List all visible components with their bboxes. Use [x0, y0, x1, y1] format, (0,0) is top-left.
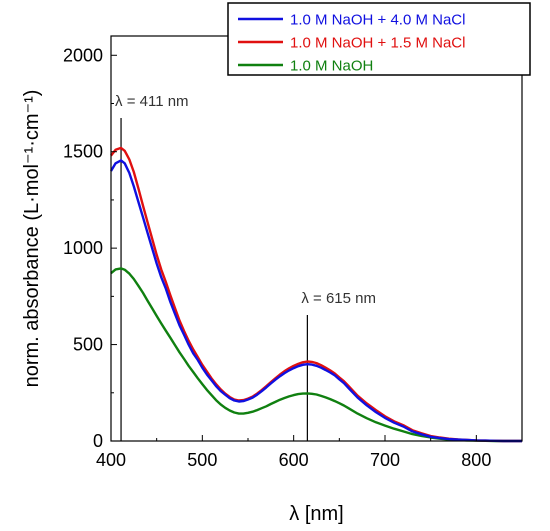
- x-tick-label: 600: [279, 450, 309, 470]
- y-tick-label: 2000: [63, 45, 103, 65]
- y-tick-label: 1000: [63, 238, 103, 258]
- series-line: [110, 267, 522, 443]
- x-axis-label: λ [nm]: [289, 503, 343, 525]
- legend-label: 1.0 M NaOH + 1.5 M NaCl: [290, 35, 465, 52]
- x-tick-label: 500: [187, 450, 217, 470]
- y-tick-label: 0: [93, 431, 103, 451]
- annotation-label: λ = 411 nm: [115, 93, 189, 110]
- y-axis-label: norm. absorbance (L·mol⁻¹·cm⁻¹): [21, 90, 43, 388]
- legend-label: 1.0 M NaOH + 4.0 M NaCl: [290, 12, 465, 29]
- series-line: [109, 159, 522, 443]
- x-tick-label: 800: [461, 450, 491, 470]
- x-tick-label: 700: [370, 450, 400, 470]
- legend-label: 1.0 M NaOH: [290, 58, 373, 75]
- legend: 1.0 M NaOH + 4.0 M NaCl 1.0 M NaOH + 1.5 …: [227, 2, 531, 76]
- y-tick-label: 1500: [63, 142, 103, 162]
- annotation-label: λ = 615 nm: [301, 290, 376, 307]
- y-tick-label: 500: [73, 335, 103, 355]
- x-tick-label: 400: [96, 450, 126, 470]
- legend-box: [227, 2, 531, 76]
